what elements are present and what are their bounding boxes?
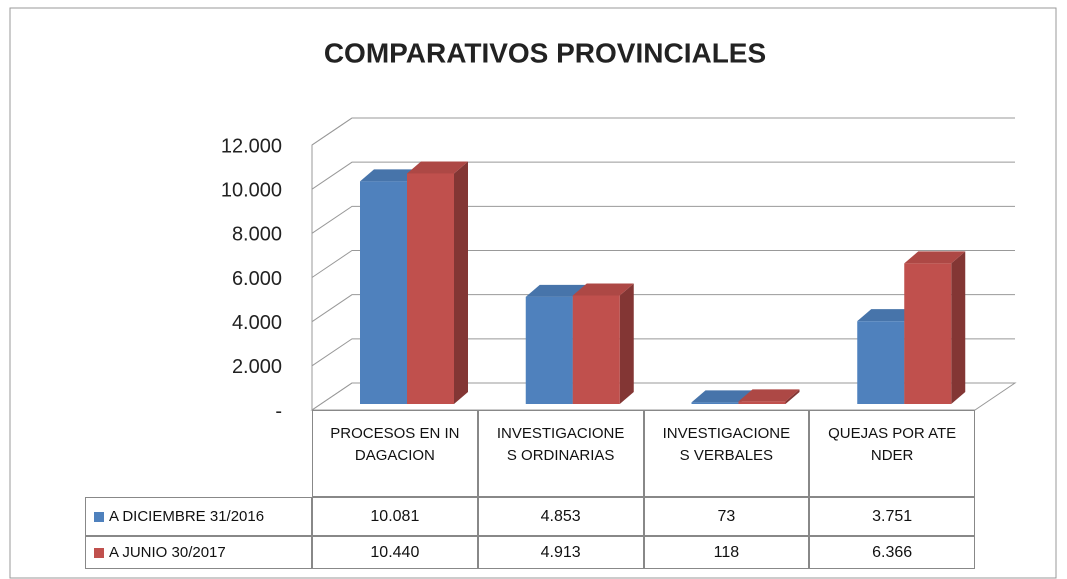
bar — [360, 181, 407, 404]
bar-top — [857, 309, 919, 322]
grid-line — [311, 294, 1015, 323]
y-tick-label: - — [275, 400, 282, 422]
bar-side — [785, 389, 800, 404]
bar — [407, 173, 454, 404]
category-label: INVESTIGACIONES VERBALES — [643, 410, 810, 497]
y-tick-label: 8.000 — [232, 224, 282, 246]
bar-top — [572, 283, 634, 296]
grid-line — [311, 338, 1015, 367]
chart-title: COMPARATIVOS PROVINCIALES — [324, 37, 766, 68]
y-tick-label: 10.000 — [221, 179, 282, 201]
legend-entry: A JUNIO 30/2017 — [85, 536, 312, 569]
bar-top — [904, 251, 966, 264]
legend-swatch — [94, 511, 104, 522]
table-value: 118 — [643, 536, 810, 569]
grid-line — [311, 117, 1015, 146]
bar — [904, 263, 952, 404]
table-value: 6.366 — [809, 536, 975, 569]
bar-side — [951, 251, 966, 404]
legend-label: A DICIEMBRE 31/2016 — [109, 508, 265, 525]
table-value: 73 — [643, 497, 810, 536]
bar — [857, 321, 905, 404]
grid-line — [311, 250, 1015, 278]
y-tick-label: 6.000 — [232, 268, 282, 290]
bar — [572, 295, 620, 404]
bar-top — [738, 389, 800, 402]
legend-label: A JUNIO 30/2017 — [109, 544, 226, 561]
table-value: 10.440 — [312, 536, 478, 569]
category-label: INVESTIGACIONES ORDINARIAS — [477, 410, 644, 497]
table-value: 10.081 — [312, 497, 478, 536]
bar-top — [525, 284, 587, 297]
legend-swatch — [94, 547, 104, 558]
grid-line — [311, 382, 1015, 411]
grid-line — [311, 161, 1015, 190]
grid-line — [311, 205, 1015, 234]
y-tick-label: 12.000 — [221, 135, 282, 157]
table-value: 4.913 — [477, 536, 644, 569]
bar-side — [619, 283, 634, 404]
bar — [525, 296, 573, 404]
bar-side — [454, 161, 468, 404]
table-value: 3.751 — [809, 497, 975, 536]
category-label: PROCESOS EN INDAGACION — [312, 410, 478, 497]
y-tick-label: 4.000 — [232, 312, 282, 334]
bar-top — [691, 390, 753, 403]
bar-top — [407, 161, 468, 174]
bar — [691, 402, 739, 404]
bar — [738, 401, 786, 404]
table-value: 4.853 — [477, 497, 644, 536]
y-tick-label: 2.000 — [232, 356, 282, 378]
bar-top — [360, 169, 421, 182]
legend-entry: A DICIEMBRE 31/2016 — [85, 497, 312, 536]
category-label: QUEJAS POR ATENDER — [809, 410, 975, 497]
